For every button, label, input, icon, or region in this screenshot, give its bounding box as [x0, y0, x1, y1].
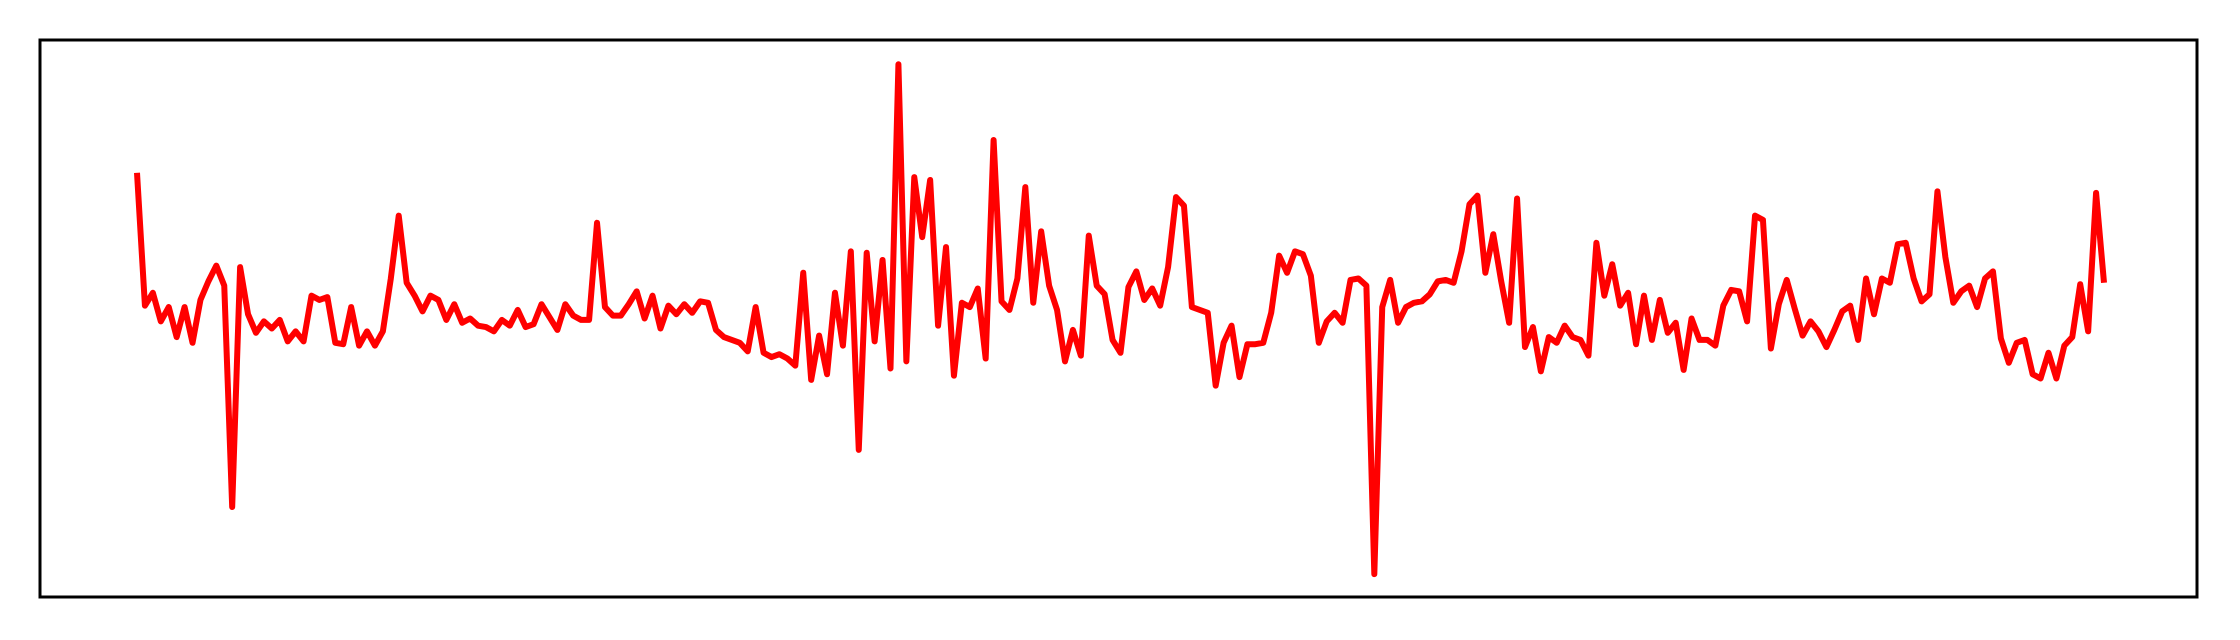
plot-frame [38, 38, 2199, 599]
data-line [134, 61, 2107, 578]
